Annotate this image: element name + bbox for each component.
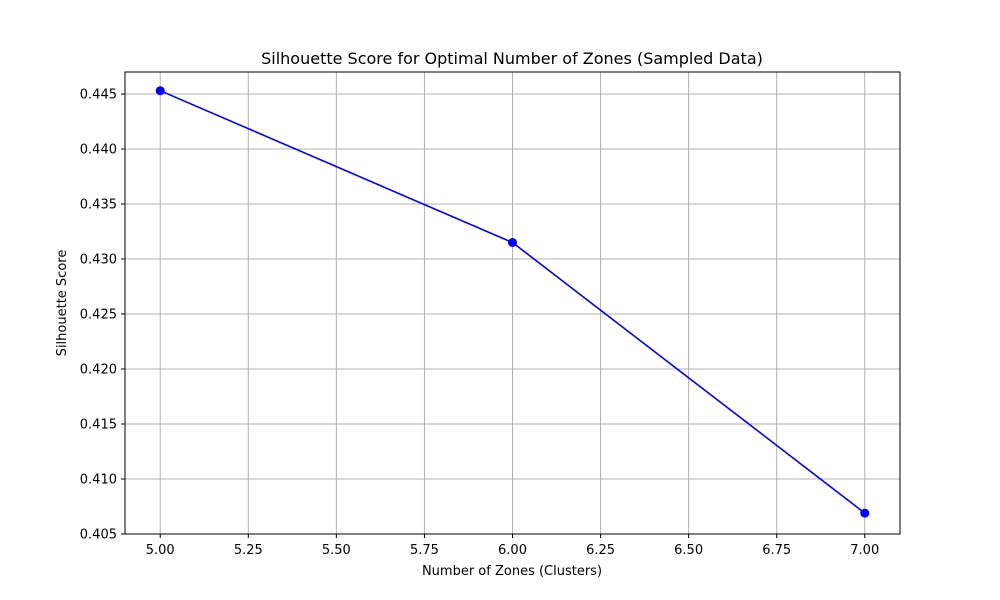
x-tick-label: 7.00 — [850, 543, 879, 558]
y-tick-label: 0.430 — [80, 253, 117, 268]
data-point — [860, 508, 870, 518]
chart-title: Silhouette Score for Optimal Number of Z… — [261, 49, 763, 68]
x-tick-label: 5.75 — [410, 543, 439, 558]
x-tick-label: 6.25 — [586, 543, 615, 558]
data-point — [155, 86, 165, 96]
data-point — [508, 238, 517, 247]
series-layer — [155, 86, 870, 518]
y-tick-label: 0.435 — [80, 198, 117, 213]
y-tick-label: 0.440 — [80, 143, 117, 158]
grid-lines — [125, 72, 900, 535]
x-axis-title: Number of Zones (Clusters) — [422, 564, 602, 579]
x-tick-label: 5.00 — [146, 543, 175, 558]
y-tick-label: 0.410 — [80, 473, 117, 488]
y-tick-label: 0.420 — [80, 363, 117, 378]
x-tick-label: 6.00 — [498, 543, 527, 558]
y-axis-title: Silhouette Score — [55, 250, 70, 357]
y-tick-label: 0.405 — [80, 528, 117, 543]
x-tick-label: 5.50 — [322, 543, 351, 558]
y-tick-label: 0.425 — [80, 308, 117, 323]
x-tick-label: 6.75 — [762, 543, 791, 558]
x-tick-label: 5.25 — [234, 543, 263, 558]
y-tick-label: 0.415 — [80, 418, 117, 433]
x-tick-label: 6.50 — [674, 543, 703, 558]
axis-ticks: 5.00 5.25 5.50 5.75 6.00 6.25 6.50 6.75 7.00 0.40… — [80, 88, 879, 559]
y-tick-label: 0.445 — [80, 88, 117, 103]
